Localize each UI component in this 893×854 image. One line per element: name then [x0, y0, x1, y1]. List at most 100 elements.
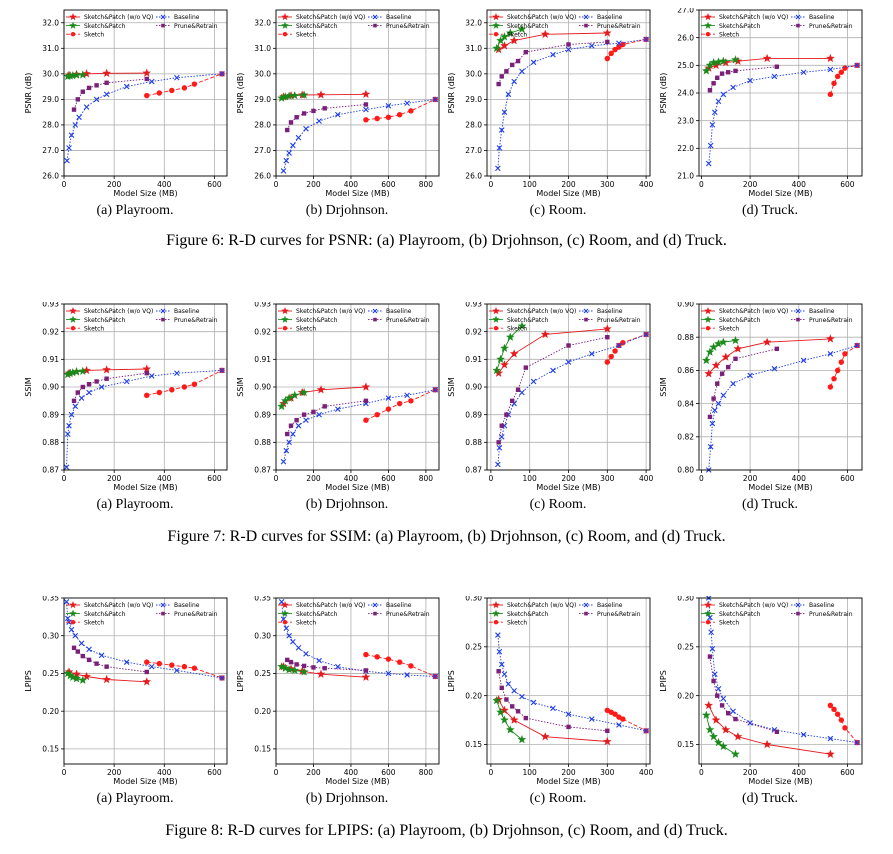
- legend-label: Prune&Retrain: [809, 317, 853, 324]
- legend-marker: [704, 600, 712, 609]
- series-wovq: [494, 324, 612, 377]
- y-axis-label: PSNR (dB): [447, 73, 456, 114]
- data-point-prune: [774, 346, 780, 352]
- y-tick-label: 0.89: [254, 410, 271, 419]
- legend-label: Baseline: [597, 308, 623, 315]
- data-point-prune: [294, 115, 299, 120]
- legend-label: Baseline: [386, 602, 412, 609]
- data-point-prune: [523, 715, 529, 721]
- data-point-baseline: [730, 708, 736, 715]
- data-point-prune: [363, 398, 369, 404]
- series-prune: [496, 669, 610, 733]
- data-point-baseline: [83, 104, 90, 110]
- data-point-sp: [280, 663, 290, 672]
- data-point-baseline: [705, 160, 712, 167]
- data-point-prune: [725, 364, 731, 370]
- data-point-sp: [701, 66, 711, 75]
- y-tick-label: 0.82: [677, 433, 694, 442]
- legend-label: Baseline: [386, 14, 412, 21]
- data-point-baseline: [495, 632, 501, 638]
- data-point-baseline: [148, 663, 155, 670]
- legend-label: Prune&Retrain: [809, 611, 853, 618]
- data-point-baseline: [720, 91, 727, 98]
- legend-label: Sketch: [507, 325, 527, 332]
- data-point-baseline: [290, 142, 296, 149]
- x-tick-label: 400: [792, 474, 807, 483]
- legend-label: Sketch&Patch (w/o VQ): [719, 602, 788, 609]
- y-tick-label: 0.87: [465, 466, 482, 475]
- y-tick-label: 0.20: [42, 707, 59, 716]
- series-sp: [701, 335, 740, 365]
- series-line-prune: [709, 656, 778, 733]
- series-sketch: [604, 707, 649, 734]
- data-point-wovq: [602, 28, 612, 37]
- legend-marker: [70, 619, 76, 625]
- legend-label: Baseline: [809, 602, 835, 609]
- series-sp: [492, 321, 527, 375]
- data-point-sketch: [842, 65, 848, 71]
- data-point-prune: [566, 42, 571, 47]
- data-point-wovq: [733, 732, 743, 741]
- data-point-wovq: [142, 364, 152, 373]
- data-point-baseline: [385, 670, 392, 677]
- data-point-sketch: [612, 711, 618, 717]
- data-point-prune: [496, 81, 501, 87]
- x-tick-label: 400: [157, 768, 172, 777]
- data-point-prune: [566, 343, 571, 348]
- figure-caption: Figure 8: R-D curves for LPIPS: (a) Play…: [165, 822, 728, 839]
- plot-frame: [486, 597, 651, 765]
- plot-frame: [63, 303, 228, 471]
- y-tick-label: 0.93: [254, 302, 271, 309]
- data-point-baseline: [550, 51, 556, 58]
- data-point-baseline: [123, 83, 130, 90]
- data-point-prune: [86, 85, 92, 91]
- legend-marker: [281, 12, 289, 21]
- x-tick-label: 400: [344, 180, 359, 189]
- y-tick-label: 0.15: [42, 745, 59, 754]
- data-point-baseline: [283, 447, 290, 454]
- y-tick-label: 0.91: [254, 355, 271, 364]
- data-point-prune: [322, 106, 327, 111]
- legend-label: Baseline: [174, 308, 200, 315]
- series-baseline: [495, 632, 649, 734]
- series-prune: [71, 645, 149, 675]
- data-point-sketch: [604, 55, 611, 62]
- data-point-sketch: [620, 716, 626, 722]
- y-tick-label: 27.0: [465, 146, 482, 155]
- legend-label: Sketch&Patch (w/o VQ): [296, 602, 365, 609]
- data-point-baseline: [707, 142, 714, 149]
- data-point-prune: [711, 81, 716, 86]
- legend-label: Prune&Retrain: [809, 23, 853, 30]
- series-line-wovq: [708, 705, 831, 755]
- data-point-baseline: [550, 367, 556, 374]
- legend-marker: [281, 21, 289, 29]
- series-prune: [707, 346, 780, 420]
- legend-marker: [492, 21, 500, 29]
- y-tick-label: 0.88: [254, 438, 271, 447]
- figure-caption: Figure 6: R-D curves for PSNR: (a) Playr…: [166, 232, 727, 249]
- series-sketch: [144, 71, 225, 99]
- legend-label: Sketch: [507, 31, 527, 38]
- subcaption-drjohnson: (b) Drjohnson.: [305, 497, 389, 512]
- data-point-baseline: [643, 331, 649, 338]
- series-prune: [71, 370, 149, 404]
- y-tick-label: 0.25: [42, 669, 59, 678]
- data-point-wovq: [602, 736, 612, 746]
- legend-marker: [281, 609, 289, 617]
- series-line-baseline: [708, 64, 858, 164]
- series-wovq: [704, 334, 835, 378]
- x-tick-label: 0: [488, 474, 493, 483]
- data-point-prune: [86, 382, 92, 387]
- data-point-sketch: [827, 702, 834, 709]
- x-tick-label: 200: [561, 768, 576, 777]
- y-tick-label: 24.0: [677, 89, 694, 98]
- data-point-sp: [299, 387, 309, 397]
- data-point-baseline: [335, 111, 341, 118]
- data-point-sp: [500, 343, 509, 353]
- legend-label: Baseline: [386, 308, 412, 315]
- data-point-baseline: [290, 638, 296, 645]
- data-point-sketch: [191, 81, 198, 87]
- legend-marker: [161, 317, 165, 322]
- x-tick-label: 600: [381, 768, 396, 777]
